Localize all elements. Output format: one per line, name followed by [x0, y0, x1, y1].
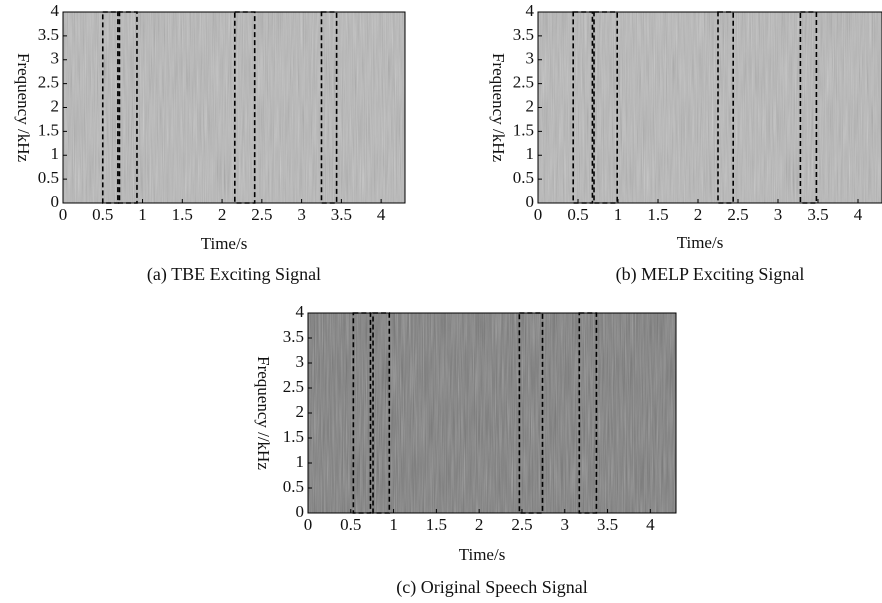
x-tick-label: 2.5 — [511, 515, 532, 534]
y-tick-label: 0 — [526, 192, 535, 211]
y-tick-label: 1.5 — [513, 120, 534, 139]
y-tick-label: 2 — [526, 96, 535, 115]
y-tick-label: 0.5 — [283, 477, 304, 496]
y-axis-label: Frequency //kHz — [254, 356, 273, 470]
y-tick-label: 1 — [526, 144, 535, 163]
y-tick-label: 2 — [51, 96, 60, 115]
y-tick-label: 3.5 — [513, 25, 534, 44]
caption: (c) Original Speech Signal — [396, 577, 587, 598]
y-axis-label: Frequency /kHz — [14, 53, 33, 163]
y-tick-label: 3 — [526, 49, 535, 68]
y-axis-label: Frequency /kHz — [489, 53, 508, 163]
highlight-box — [320, 11, 338, 204]
x-tick-label: 0 — [534, 205, 543, 224]
x-axis-label: Time/s — [201, 234, 248, 253]
x-tick-label: 3 — [560, 515, 569, 534]
x-tick-label: 0.5 — [340, 515, 361, 534]
y-tick-label: 1.5 — [38, 120, 59, 139]
x-tick-label: 4 — [854, 205, 863, 224]
x-tick-label: 3 — [297, 205, 306, 224]
x-tick-label: 2 — [475, 515, 484, 534]
y-tick-label: 3 — [51, 49, 60, 68]
y-tick-label: 1.5 — [283, 427, 304, 446]
x-tick-label: 3.5 — [331, 205, 352, 224]
y-tick-label: 3.5 — [283, 327, 304, 346]
y-tick-label: 3 — [296, 352, 305, 371]
highlight-box — [717, 11, 734, 204]
spectrogram-texture — [538, 12, 882, 203]
x-tick-label: 4 — [377, 205, 386, 224]
x-axis-label: Time/s — [459, 545, 506, 564]
x-tick-label: 1 — [614, 205, 623, 224]
x-tick-label: 1 — [389, 515, 398, 534]
y-tick-label: 0.5 — [513, 168, 534, 187]
y-tick-label: 1 — [296, 452, 305, 471]
x-tick-label: 0.5 — [567, 205, 588, 224]
x-tick-label: 0 — [59, 205, 68, 224]
x-tick-label: 2.5 — [727, 205, 748, 224]
x-tick-label: 0 — [304, 515, 313, 534]
x-tick-label: 2.5 — [251, 205, 272, 224]
y-tick-label: 0 — [296, 502, 305, 521]
x-tick-label: 3.5 — [807, 205, 828, 224]
x-tick-label: 4 — [646, 515, 655, 534]
x-axis-label: Time/s — [677, 233, 724, 252]
x-tick-label: 3.5 — [597, 515, 618, 534]
y-tick-label: 2 — [296, 402, 305, 421]
x-tick-label: 1.5 — [172, 205, 193, 224]
x-tick-label: 2 — [694, 205, 703, 224]
y-tick-label: 1 — [51, 144, 60, 163]
y-tick-label: 4 — [296, 302, 305, 321]
y-tick-label: 0.5 — [38, 168, 59, 187]
caption: (a) TBE Exciting Signal — [147, 264, 321, 285]
x-tick-label: 1.5 — [647, 205, 668, 224]
y-tick-label: 4 — [526, 1, 535, 20]
y-tick-label: 0 — [51, 192, 60, 211]
x-tick-label: 2 — [218, 205, 227, 224]
spectrogram-texture — [308, 313, 676, 513]
caption: (b) MELP Exciting Signal — [616, 264, 805, 285]
x-tick-label: 1.5 — [426, 515, 447, 534]
x-tick-label: 0.5 — [92, 205, 113, 224]
y-tick-label: 4 — [51, 1, 60, 20]
y-tick-label: 2.5 — [513, 73, 534, 92]
x-tick-label: 3 — [774, 205, 783, 224]
x-tick-label: 1 — [138, 205, 147, 224]
y-tick-label: 2.5 — [283, 377, 304, 396]
y-tick-label: 3.5 — [38, 25, 59, 44]
y-tick-label: 2.5 — [38, 73, 59, 92]
